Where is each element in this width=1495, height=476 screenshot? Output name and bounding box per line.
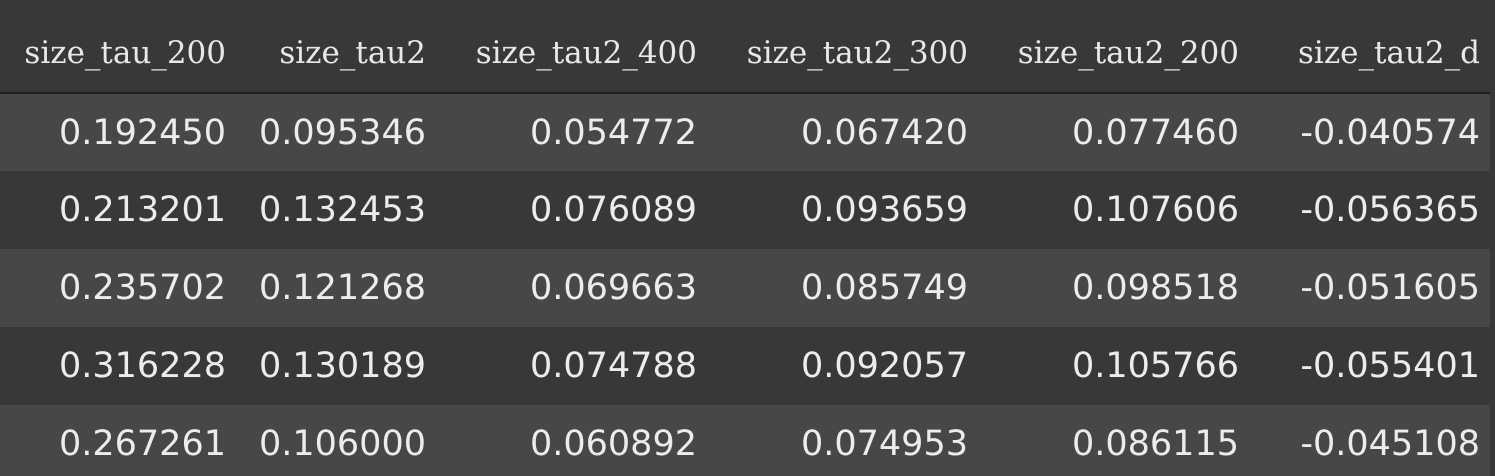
table-row: 0.213201 0.132453 0.076089 0.093659 0.10… <box>0 171 1490 249</box>
table-cell: 0.074788 <box>529 346 697 386</box>
table-cell: -0.056365 <box>1300 190 1480 230</box>
table-cell: 0.060892 <box>529 424 697 464</box>
table-cell: 0.316228 <box>58 346 226 386</box>
column-header-size-tau2-400[interactable]: size_tau2_400 <box>436 0 707 94</box>
table-cell: 0.067420 <box>800 112 968 153</box>
table-cell: 0.054772 <box>529 112 697 153</box>
table-cell: 0.213201 <box>58 190 226 230</box>
table-cell: 0.095346 <box>258 112 426 153</box>
column-header-size-tau2-d[interactable]: size_tau2_d <box>1249 0 1490 94</box>
table-row: 0.316228 0.130189 0.074788 0.092057 0.10… <box>0 327 1490 405</box>
table-cell: 0.192450 <box>58 112 226 153</box>
table-row: 0.267261 0.106000 0.060892 0.074953 0.08… <box>0 405 1490 476</box>
table-cell: 0.086115 <box>1071 424 1239 464</box>
column-header-size-tau2-300[interactable]: size_tau2_300 <box>707 0 978 94</box>
table-header: size_tau_200 size_tau2 size_tau2_400 siz… <box>0 0 1490 94</box>
table-cell: 0.105766 <box>1071 346 1239 386</box>
table-cell: 0.098518 <box>1071 268 1239 308</box>
table-row: 0.192450 0.095346 0.054772 0.067420 0.07… <box>0 93 1490 171</box>
table-cell: 0.130189 <box>258 346 426 386</box>
column-header-size-tau2-200[interactable]: size_tau2_200 <box>978 0 1249 94</box>
table-cell: 0.132453 <box>258 190 426 230</box>
table-cell: 0.093659 <box>800 190 968 230</box>
table-cell: 0.235702 <box>58 268 226 308</box>
table-cell: 0.077460 <box>1071 112 1239 153</box>
table-body: 0.192450 0.095346 0.054772 0.067420 0.07… <box>0 93 1490 476</box>
table-cell: -0.040574 <box>1300 112 1480 153</box>
table-cell: 0.085749 <box>800 268 968 308</box>
header-row: size_tau_200 size_tau2 size_tau2_400 siz… <box>0 0 1490 94</box>
table-cell: 0.121268 <box>258 268 426 308</box>
table-cell: 0.076089 <box>529 190 697 230</box>
table-cell: 0.074953 <box>800 424 968 464</box>
table-cell: -0.051605 <box>1300 268 1480 308</box>
table-cell: 0.069663 <box>529 268 697 308</box>
table-cell: 0.092057 <box>800 346 968 386</box>
table-cell: -0.055401 <box>1300 346 1480 386</box>
table-cell: 0.107606 <box>1071 190 1239 230</box>
column-header-size-tau-200[interactable]: size_tau_200 <box>0 0 236 94</box>
table-cell: 0.267261 <box>58 424 226 464</box>
table-cell: -0.045108 <box>1300 424 1480 464</box>
column-header-size-tau2[interactable]: size_tau2 <box>236 0 436 94</box>
table-cell: 0.106000 <box>258 424 426 464</box>
table-row: 0.235702 0.121268 0.069663 0.085749 0.09… <box>0 249 1490 327</box>
